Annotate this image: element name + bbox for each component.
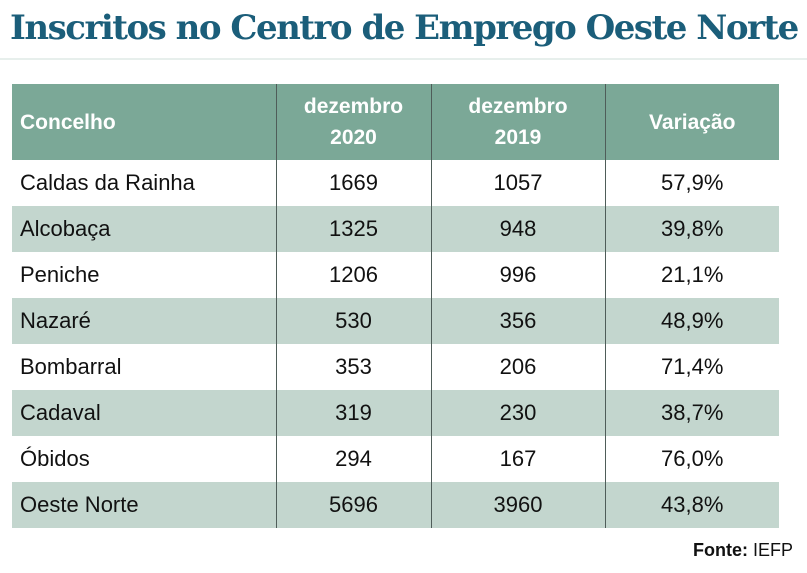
cell-concelho: Cadaval [12, 390, 276, 436]
cell-dez-2020: 353 [275, 344, 431, 390]
cell-variacao: 21,1% [604, 252, 779, 298]
cell-dez-2019: 3960 [430, 482, 605, 528]
column-header-line1: Concelho [20, 110, 116, 134]
title-divider [0, 58, 807, 60]
cell-dez-2020: 1206 [275, 252, 431, 298]
column-header-line2: 2020 [330, 126, 377, 149]
column-header-line1: dezembro [468, 95, 568, 118]
data-table: Concelho dezembro 2020 dezembro 2019 Var… [12, 84, 779, 528]
table-row: Alcobaça 1325 948 39,8% [12, 206, 779, 252]
header-row: Concelho dezembro 2020 dezembro 2019 Var… [12, 84, 779, 160]
cell-dez-2019: 996 [430, 252, 605, 298]
cell-concelho: Peniche [20, 262, 100, 287]
column-header-dez-2020: dezembro 2020 [275, 84, 431, 160]
cell-variacao: 76,0% [604, 436, 779, 482]
cell-dez-2020: 530 [275, 298, 431, 344]
table-row: Óbidos 294 167 76,0% [12, 436, 779, 482]
column-header-dez-2019: dezembro 2019 [430, 84, 605, 160]
table-row: Bombarral 353 206 71,4% [12, 344, 779, 390]
cell-concelho: Caldas da Rainha [20, 170, 195, 195]
table-row: Nazaré 530 356 48,9% [12, 298, 779, 344]
cell-concelho: Alcobaça [12, 206, 276, 252]
column-header-concelho: Concelho [12, 84, 276, 160]
table-row: Caldas da Rainha 1669 1057 57,9% [12, 160, 779, 206]
cell-variacao: 71,4% [604, 344, 779, 390]
column-header-line1: Variação [649, 110, 736, 134]
cell-concelho: Bombarral [20, 354, 122, 379]
cell-dez-2020: 294 [275, 436, 431, 482]
cell-dez-2020: 319 [275, 390, 431, 436]
cell-variacao: 57,9% [604, 160, 779, 206]
cell-dez-2020: 1669 [275, 160, 431, 206]
source-label: Fonte: [692, 540, 748, 560]
source-value: IEFP [752, 540, 793, 560]
cell-variacao: 39,8% [604, 206, 779, 252]
cell-dez-2020: 5696 [275, 482, 431, 528]
cell-dez-2019: 230 [430, 390, 605, 436]
cell-concelho: Oeste Norte [12, 482, 276, 528]
cell-dez-2019: 1057 [430, 160, 605, 206]
column-header-line1: dezembro [303, 95, 404, 118]
chart-title: Inscritos no Centro de Emprego Oeste Nor… [10, 8, 799, 48]
cell-concelho: Nazaré [12, 298, 276, 344]
table-row: Cadaval 319 230 38,7% [12, 390, 779, 436]
column-header-variacao: Variação [604, 84, 779, 160]
table-row: Oeste Norte 5696 3960 43,8% [12, 482, 779, 528]
column-header-line2: 2019 [494, 126, 542, 149]
cell-dez-2019: 356 [430, 298, 605, 344]
cell-variacao: 48,9% [604, 298, 779, 344]
cell-dez-2020: 1325 [275, 206, 431, 252]
cell-variacao: 38,7% [604, 390, 779, 436]
cell-concelho: Óbidos [20, 446, 90, 471]
cell-variacao: 43,8% [604, 482, 779, 528]
table-row: Peniche 1206 996 21,1% [12, 252, 779, 298]
cell-dez-2019: 206 [430, 344, 605, 390]
table-body: Caldas da Rainha 1669 1057 57,9% Alcobaça 132… [12, 160, 779, 528]
cell-dez-2019: 167 [430, 436, 605, 482]
cell-dez-2019: 948 [430, 206, 605, 252]
source-note: Fonte: IEFP [693, 540, 793, 561]
